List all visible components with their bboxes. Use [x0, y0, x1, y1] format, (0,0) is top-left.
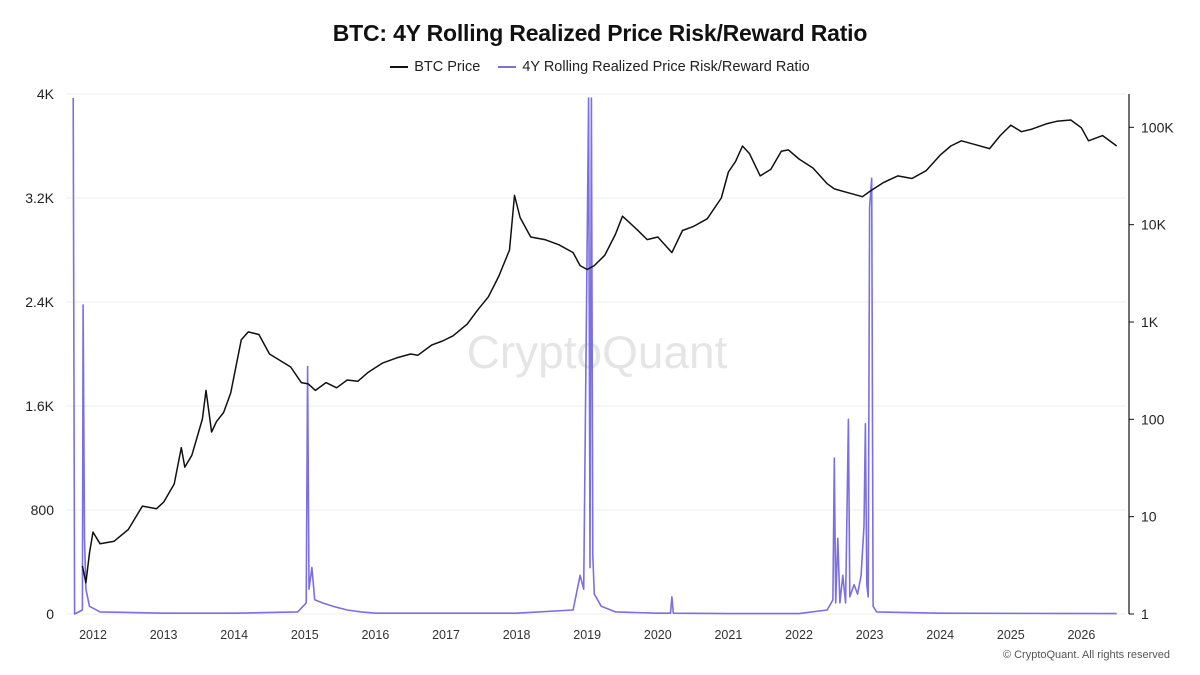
left-tick-label: 0 — [46, 606, 54, 622]
x-tick-label: 2017 — [432, 628, 460, 642]
gridlines — [66, 93, 1126, 615]
right-axis-ticks: 1 10 100 1K 10K 100K — [1129, 119, 1174, 622]
right-tick-label: 10K — [1141, 217, 1167, 233]
x-tick-label: 2015 — [291, 628, 319, 642]
x-tick-label: 2026 — [1067, 628, 1095, 642]
chart-title: BTC: 4Y Rolling Realized Price Risk/Rewa… — [332, 20, 868, 46]
watermark: CryptoQuant — [467, 326, 728, 378]
legend-label-risk-reward: 4Y Rolling Realized Price Risk/Reward Ra… — [522, 59, 810, 75]
legend[interactable]: BTC Price 4Y Rolling Realized Price Risk… — [0, 59, 1200, 75]
right-tick-label: 10 — [1141, 509, 1157, 525]
x-tick-label: 2020 — [644, 628, 672, 642]
right-tick-label: 100 — [1141, 411, 1165, 427]
x-axis-ticks: 2012 2013 2014 2015 2016 2017 2018 2019 2020 2021… — [79, 628, 1095, 642]
x-tick-label: 2021 — [714, 628, 742, 642]
right-tick-label: 100K — [1141, 119, 1174, 135]
left-tick-label: 800 — [31, 502, 55, 518]
x-tick-label: 2019 — [573, 628, 601, 642]
x-tick-label: 2012 — [79, 628, 107, 642]
series-line-btc-price — [81, 119, 1118, 584]
x-tick-label: 2022 — [785, 628, 813, 642]
legend-swatch-btc-price — [390, 66, 409, 68]
x-tick-label: 2024 — [926, 628, 954, 642]
legend-item-risk-reward[interactable]: 4Y Rolling Realized Price Risk/Reward Ra… — [498, 59, 810, 75]
legend-swatch-risk-reward — [498, 66, 517, 68]
x-tick-label: 2013 — [150, 628, 178, 642]
x-tick-label: 2025 — [997, 628, 1025, 642]
x-tick-label: 2016 — [361, 628, 389, 642]
series-line-risk-reward — [72, 97, 1117, 615]
left-tick-label: 3.2K — [25, 190, 54, 206]
left-tick-label: 1.6K — [25, 398, 54, 414]
x-tick-label: 2018 — [503, 628, 531, 642]
left-tick-label: 4K — [37, 86, 55, 102]
series-group — [72, 97, 1118, 615]
copyright-footer: © CryptoQuant. All rights reserved — [1002, 649, 1170, 661]
right-tick-label: 1 — [1141, 606, 1149, 622]
x-tick-label: 2023 — [856, 628, 884, 642]
legend-item-btc-price[interactable]: BTC Price — [390, 59, 480, 75]
x-tick-label: 2014 — [220, 628, 248, 642]
right-tick-label: 1K — [1141, 314, 1159, 330]
legend-label-btc-price: BTC Price — [414, 59, 481, 75]
left-tick-label: 2.4K — [25, 294, 54, 310]
left-axis-ticks: 0 800 1.6K 2.4K 3.2K 4K — [25, 86, 54, 622]
